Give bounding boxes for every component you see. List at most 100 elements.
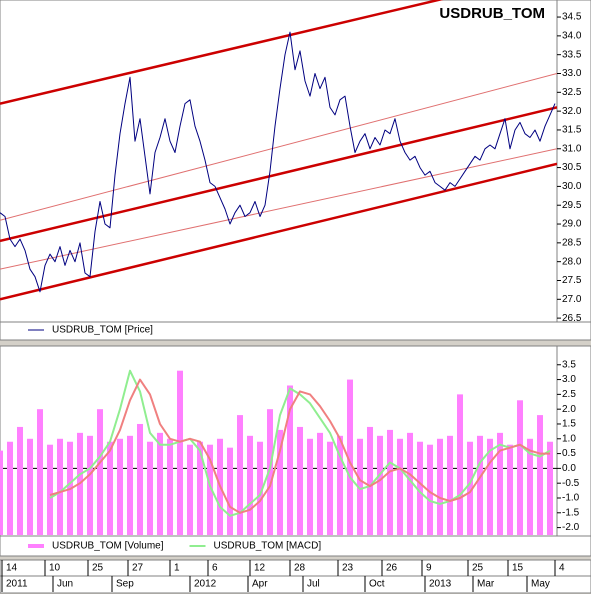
y-tick-label: 34.5 — [562, 12, 582, 23]
date-tick-label: 12 — [254, 563, 266, 574]
volume-bar — [377, 435, 383, 535]
date-tick-label: 9 — [426, 563, 432, 574]
date-tick-label: 14 — [6, 563, 18, 574]
date-tick-label: Jul — [307, 579, 320, 590]
volume-bar — [167, 438, 173, 535]
volume-bar — [147, 441, 153, 535]
y-tick-label: 31.5 — [562, 125, 582, 136]
y-tick-label: 2.0 — [562, 404, 576, 415]
legend-label: USDRUB_TOM [Price] — [52, 325, 153, 336]
volume-bar — [267, 409, 273, 535]
y-tick-label: -0.5 — [562, 478, 580, 489]
volume-bar — [537, 415, 543, 535]
volume-bar — [227, 447, 233, 535]
date-tick-label: Oct — [369, 579, 385, 590]
plot-area — [0, 369, 557, 535]
y-tick-label: 32.5 — [562, 87, 582, 98]
date-tick-label: 2013 — [429, 579, 452, 590]
y-tick-label: -2.0 — [562, 522, 580, 533]
volume-bar — [527, 438, 533, 535]
volume-bar — [357, 438, 363, 535]
price-panel — [0, 0, 591, 323]
volume-bar — [437, 438, 443, 535]
y-tick-label: 29.5 — [562, 200, 582, 211]
volume-bar — [237, 415, 243, 535]
y-tick-label: 26.5 — [562, 313, 582, 324]
date-tick-label: 6 — [212, 563, 218, 574]
volume-bar — [497, 432, 503, 535]
y-tick-label: 3.0 — [562, 374, 576, 385]
volume-bar — [247, 435, 253, 535]
series-line — [49, 369, 551, 517]
y-tick-label: 33.5 — [562, 49, 582, 60]
date-tick-label: 15 — [512, 563, 524, 574]
y-tick-label: 29.0 — [562, 219, 582, 230]
y-tick-label: 30.0 — [562, 181, 582, 192]
y-tick-label: -1.0 — [562, 493, 580, 504]
volume-bar — [47, 444, 53, 535]
volume-bar — [257, 441, 263, 535]
volume-bar — [307, 438, 313, 535]
volume-bar — [97, 409, 103, 535]
channel-line — [0, 106, 557, 243]
y-tick-label: 33.0 — [562, 68, 582, 79]
volume-bar — [0, 450, 3, 535]
y-tick-label: 28.0 — [562, 256, 582, 267]
date-tick-label: 1 — [174, 563, 180, 574]
y-tick-label: 2.5 — [562, 389, 576, 400]
y-tick-label: 32.0 — [562, 106, 582, 117]
chart-title: USDRUB_TOM — [439, 5, 545, 22]
volume-bar — [277, 429, 283, 535]
series-line — [49, 378, 550, 514]
volume-bar — [407, 432, 413, 535]
volume-bar — [137, 423, 143, 535]
volume-bar — [107, 441, 113, 535]
channel-line — [0, 162, 557, 301]
volume-bar — [427, 444, 433, 535]
volume-bar — [17, 426, 23, 535]
volume-bar — [27, 438, 33, 535]
volume-bar — [507, 444, 513, 535]
y-tick-label: 34.0 — [562, 31, 582, 42]
legend-label: USDRUB_TOM [Volume] — [52, 541, 164, 552]
date-tick-label: 2012 — [194, 579, 217, 590]
y-tick-label: 0.0 — [562, 463, 576, 474]
volume-bar — [57, 438, 63, 535]
date-tick-label: 23 — [342, 563, 354, 574]
volume-bar — [467, 441, 473, 535]
volume-bar — [547, 441, 553, 535]
y-tick-label: 28.5 — [562, 237, 582, 248]
volume-bar — [197, 441, 203, 535]
volume-bar — [37, 409, 43, 535]
volume-bar — [297, 426, 303, 535]
volume-bar — [187, 444, 193, 535]
volume-bar — [287, 385, 293, 535]
plot-area — [0, 0, 557, 301]
volume-bar — [447, 435, 453, 535]
volume-bar — [317, 432, 323, 535]
indicator-legend-row — [0, 535, 591, 557]
price-legend-row — [0, 321, 591, 341]
date-tick-label: 27 — [132, 563, 144, 574]
volume-bar — [207, 444, 213, 535]
y-tick-label: -1.5 — [562, 507, 580, 518]
date-tick-label: May — [531, 579, 550, 590]
volume-bar — [327, 441, 333, 535]
y-tick-label: 30.5 — [562, 162, 582, 173]
y-tick-label: 27.0 — [562, 294, 582, 305]
y-tick-label: 31.0 — [562, 143, 582, 154]
date-tick-label: Mar — [477, 579, 495, 590]
series-line — [0, 31, 556, 293]
date-tick-label: 26 — [386, 563, 398, 574]
date-tick-label: Sep — [116, 579, 134, 590]
date-tick-label: 25 — [92, 563, 104, 574]
volume-bar — [367, 426, 373, 535]
date-tick-label: 10 — [49, 563, 61, 574]
volume-bar — [477, 435, 483, 535]
date-tick-label: 25 — [472, 563, 484, 574]
y-tick-label: 3.5 — [562, 359, 576, 370]
volume-bar — [177, 370, 183, 535]
y-tick-label: 1.0 — [562, 433, 576, 444]
